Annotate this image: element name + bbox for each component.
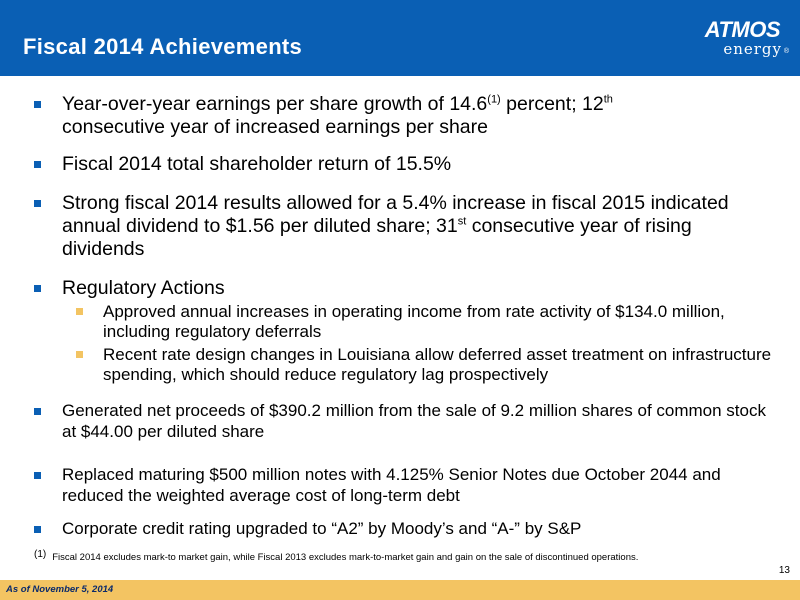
footnote: (1) Fiscal 2014 excludes mark-to market g… xyxy=(34,549,639,563)
as-of-date: As of November 5, 2014 xyxy=(6,584,114,595)
square-bullet-icon xyxy=(34,285,41,292)
logo-registered-mark: ® xyxy=(783,48,789,55)
logo-wordmark-bottom: energy xyxy=(723,40,782,58)
atmos-energy-logo: ATMOS energy ® xyxy=(676,17,789,62)
footer-bar: As of November 5, 2014 xyxy=(0,580,800,600)
bullet-regulatory-actions: Regulatory Actions xyxy=(34,277,778,300)
footnote-marker: (1) xyxy=(34,549,47,560)
square-sub-bullet-icon xyxy=(76,308,83,315)
bullet-senior-notes: Replaced maturing $500 million notes wit… xyxy=(34,464,778,506)
bullet-net-proceeds: Generated net proceeds of $390.2 million… xyxy=(34,400,778,442)
bullet-shareholder-return: Fiscal 2014 total shareholder return of … xyxy=(34,153,778,176)
sub-bullet-rate-design: Recent rate design changes in Louisiana … xyxy=(76,345,783,385)
square-bullet-icon xyxy=(34,161,41,168)
bullet-dividend: Strong fiscal 2014 results allowed for a… xyxy=(34,192,778,261)
page-number: 13 xyxy=(778,565,790,576)
logo-wordmark-top: ATMOS xyxy=(704,17,781,42)
footnote-text: Fiscal 2014 excludes mark-to market gain… xyxy=(52,552,639,563)
sub-bullet-rate-activity: Approved annual increases in operating i… xyxy=(76,302,783,342)
square-sub-bullet-icon xyxy=(76,351,83,358)
header-bar: Fiscal 2014 Achievements ATMOS energy ® xyxy=(0,0,800,76)
bullet-credit-rating: Corporate credit rating upgraded to “A2”… xyxy=(34,518,778,539)
square-bullet-icon xyxy=(34,526,41,533)
square-bullet-icon xyxy=(34,200,41,207)
square-bullet-icon xyxy=(34,101,41,108)
bullet-eps-growth: Year-over-year earnings per share growth… xyxy=(34,93,778,139)
square-bullet-icon xyxy=(34,408,41,415)
slide-title: Fiscal 2014 Achievements xyxy=(23,34,303,59)
square-bullet-icon xyxy=(34,472,41,479)
